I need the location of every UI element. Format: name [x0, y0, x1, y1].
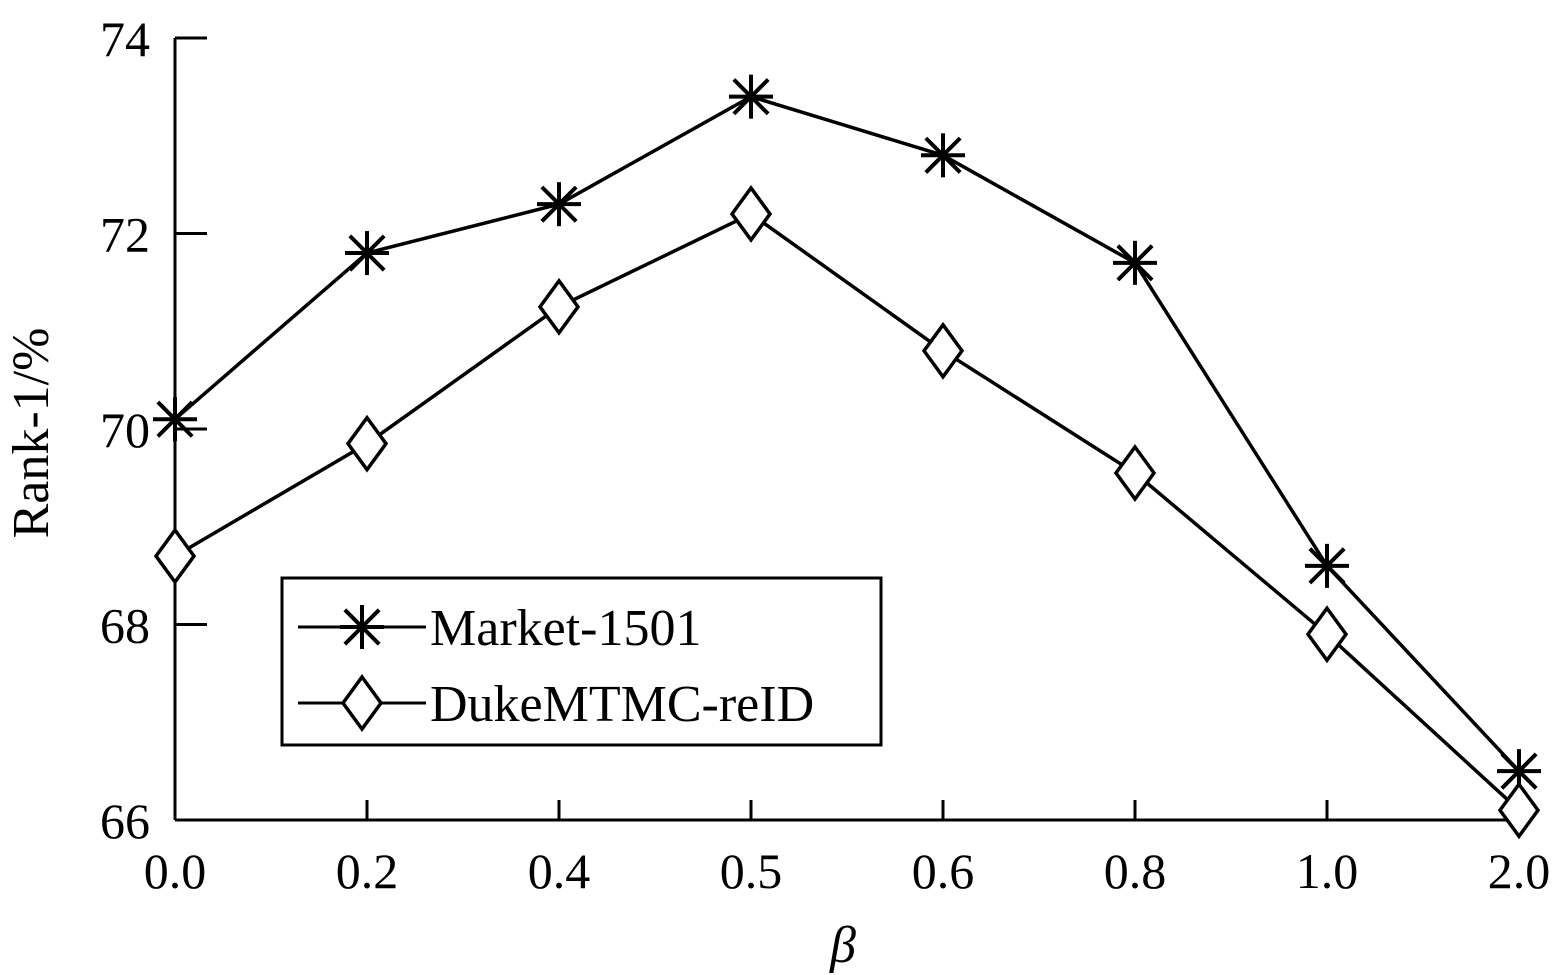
series-line-duke	[174, 211, 1521, 812]
x-tick-label: 2.0	[1488, 843, 1551, 899]
series-line-market	[173, 94, 1521, 773]
duke-point	[345, 414, 389, 473]
duke-point	[921, 321, 965, 380]
duke-point	[153, 527, 197, 586]
x-axis-title: β	[829, 917, 856, 974]
market-point	[153, 397, 197, 442]
y-tick-label: 68	[100, 598, 150, 654]
series-lines	[173, 94, 1521, 812]
legend: Market-1501 DukeMTMC-reID	[280, 576, 883, 747]
market-point	[1305, 543, 1349, 588]
legend-label-duke: DukeMTMC-reID	[430, 676, 814, 733]
y-tick-label: 74	[100, 11, 150, 67]
legend-marker-market	[340, 605, 384, 649]
duke-point	[537, 277, 581, 336]
x-tick-label: 0.0	[144, 843, 207, 899]
markers	[153, 74, 1541, 840]
legend-frame	[280, 576, 883, 747]
duke-point	[1113, 444, 1157, 502]
y-tick-label: 70	[100, 402, 150, 458]
y-tick-label: 72	[100, 207, 150, 263]
legend-asterisk-icon	[340, 605, 384, 649]
market-point	[1113, 240, 1157, 285]
y-axis-title: Rank-1/%	[3, 328, 60, 539]
duke-point	[1305, 605, 1349, 664]
legend-diamond-icon	[340, 674, 384, 732]
legend-marker-duke	[340, 674, 384, 732]
market-point	[729, 74, 773, 119]
y-tick-label: 66	[100, 793, 150, 849]
legend-label-market: Market-1501	[430, 600, 701, 657]
x-tick-label: 0.8	[1104, 843, 1167, 899]
x-tick-label: 0.2	[336, 843, 399, 899]
x-tick-label: 0.6	[912, 843, 975, 899]
x-tick-label: 0.4	[528, 843, 591, 899]
duke-point	[1497, 781, 1541, 840]
market-point	[921, 133, 965, 178]
market-point	[345, 231, 389, 276]
x-tick-label: 1.0	[1296, 843, 1359, 899]
duke-point	[729, 184, 773, 243]
x-tick-label: 0.5	[720, 843, 783, 899]
market-point	[537, 182, 581, 227]
tick-labels: 66 68 70 72 74 0.0 0.2 0.4 0.5 0.6 0.8 1.0 2.0	[100, 11, 1550, 899]
